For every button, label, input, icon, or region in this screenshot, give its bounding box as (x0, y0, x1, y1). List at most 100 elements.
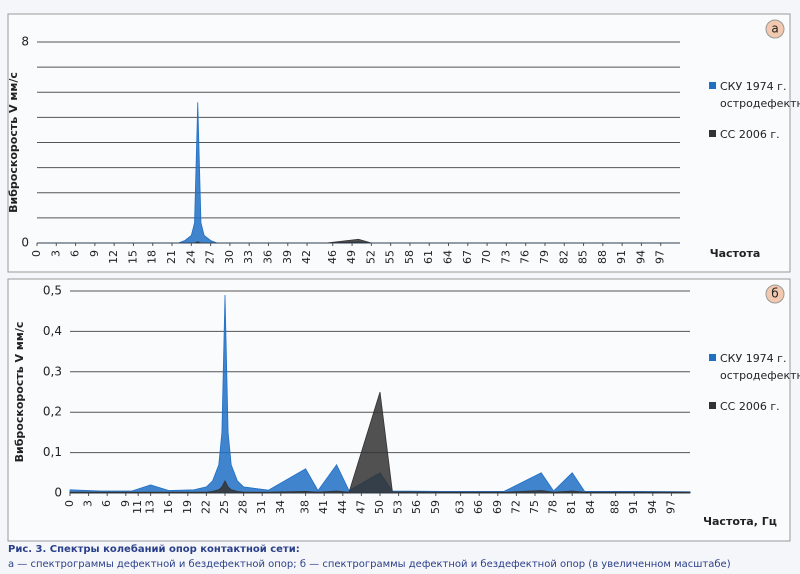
x-tick-label: 61 (422, 250, 435, 264)
x-tick-label: 30 (223, 250, 236, 264)
x-tick-label: 94 (646, 500, 659, 514)
legend-label: СКУ 1974 г. остродефектная (720, 352, 800, 382)
x-tick-label: 52 (364, 250, 377, 264)
legend-swatch (709, 402, 716, 409)
x-tick-label: 24 (184, 250, 197, 264)
y-tick-label: 0 (21, 236, 29, 250)
x-tick-label: 88 (609, 500, 622, 514)
x-tick-label: 9 (119, 500, 132, 507)
x-tick-label: 16 (162, 500, 175, 514)
x-tick-label: 18 (146, 250, 159, 264)
x-tick-label: 0 (30, 250, 43, 257)
x-tick-label: 34 (274, 500, 287, 514)
y-tick-label: 0 (54, 486, 62, 500)
x-tick-label: 88 (596, 250, 609, 264)
x-tick-label: 49 (345, 250, 358, 264)
y-axis-label: Виброскорость V мм/с (7, 72, 20, 213)
x-tick-label: 6 (100, 500, 113, 507)
x-tick-label: 39 (281, 250, 294, 264)
caption-text: а — спектрограммы дефектной и бездефектн… (8, 559, 731, 570)
x-tick-label: 79 (538, 250, 551, 264)
panel-b (7, 278, 791, 542)
legend-item: СС 2006 г. (709, 398, 792, 415)
x-tick-label: 78 (547, 500, 560, 514)
y-tick-label: 0,2 (43, 405, 62, 419)
legend-swatch (709, 82, 716, 89)
badge-label: б (771, 287, 778, 301)
x-tick-label: 13 (144, 500, 157, 514)
y-tick-label: 0,4 (43, 324, 62, 338)
x-tick-label: 97 (664, 500, 677, 514)
x-tick-label: 28 (237, 500, 250, 514)
x-tick-label: 3 (82, 500, 95, 507)
spectrum (69, 391, 691, 494)
x-tick-label: 33 (242, 250, 255, 264)
legend-label: СКУ 1974 г. остродефектная (720, 80, 800, 110)
caption-title: Рис. 3. Спектры колебаний опор контактно… (8, 544, 300, 555)
x-tick-label: 66 (472, 500, 485, 514)
x-tick-label: 85 (577, 250, 590, 264)
x-tick-label: 59 (429, 500, 442, 514)
legend-item: СКУ 1974 г. остродефектная (709, 350, 800, 384)
y-axis-label: Виброскорость V мм/с (13, 322, 26, 463)
x-tick-label: 91 (615, 250, 628, 264)
x-tick-label: 50 (373, 500, 386, 514)
x-tick-label: 58 (403, 250, 416, 264)
x-tick-label: 38 (299, 500, 312, 514)
x-tick-label: 53 (392, 500, 405, 514)
x-tick-label: 41 (317, 500, 330, 514)
x-tick-label: 27 (204, 250, 217, 264)
x-tick-label: 64 (442, 250, 455, 264)
x-tick-label: 75 (528, 500, 541, 514)
x-tick-label: 0 (63, 500, 76, 507)
x-axis-label: Частота (710, 247, 761, 260)
legend: СКУ 1974 г. остродефектная СС 2006 г. (709, 78, 800, 157)
legend-label: СС 2006 г. (720, 128, 780, 141)
x-tick-label: 81 (565, 500, 578, 514)
legend-item: СКУ 1974 г. остродефектная (709, 78, 800, 112)
x-tick-label: 3 (49, 250, 62, 257)
x-tick-label: 72 (509, 500, 522, 514)
legend: СКУ 1974 г. остродефектная СС 2006 г. (709, 350, 800, 429)
x-tick-label: 76 (519, 250, 532, 264)
x-tick-label: 36 (261, 250, 274, 264)
y-tick-label: 0,5 (43, 284, 62, 298)
spectrum (37, 238, 680, 244)
x-tick-label: 15 (126, 250, 139, 264)
x-tick-label: 67 (461, 250, 474, 264)
x-tick-label: 91 (627, 500, 640, 514)
x-tick-label: 82 (557, 250, 570, 264)
x-tick-label: 9 (88, 250, 101, 257)
spectrum (69, 295, 691, 494)
legend-item: СС 2006 г. (709, 126, 792, 143)
x-tick-label: 12 (107, 250, 120, 264)
badge (765, 284, 785, 304)
y-tick-label: 0,3 (43, 364, 62, 378)
x-tick-label: 56 (410, 500, 423, 514)
legend-label: СС 2006 г. (720, 400, 780, 413)
x-tick-label: 47 (354, 500, 367, 514)
y-tick-label: 8 (21, 35, 29, 49)
y-tick-label: 0,1 (43, 445, 62, 459)
x-tick-label: 44 (336, 500, 349, 514)
x-tick-label: 31 (255, 500, 268, 514)
x-tick-label: 55 (384, 250, 397, 264)
x-tick-label: 25 (218, 500, 231, 514)
x-tick-label: 19 (181, 500, 194, 514)
x-tick-label: 63 (454, 500, 467, 514)
x-tick-label: 22 (199, 500, 212, 514)
x-tick-label: 73 (499, 250, 512, 264)
x-tick-label: 11 (131, 500, 144, 514)
x-tick-label: 69 (491, 500, 504, 514)
x-tick-label: 42 (300, 250, 313, 264)
x-tick-label: 6 (69, 250, 82, 257)
x-tick-label: 21 (165, 250, 178, 264)
x-tick-label: 70 (480, 250, 493, 264)
x-tick-label: 97 (654, 250, 667, 264)
x-tick-label: 84 (584, 500, 597, 514)
legend-swatch (709, 130, 716, 137)
badge (765, 19, 785, 39)
badge-label: а (771, 22, 778, 36)
